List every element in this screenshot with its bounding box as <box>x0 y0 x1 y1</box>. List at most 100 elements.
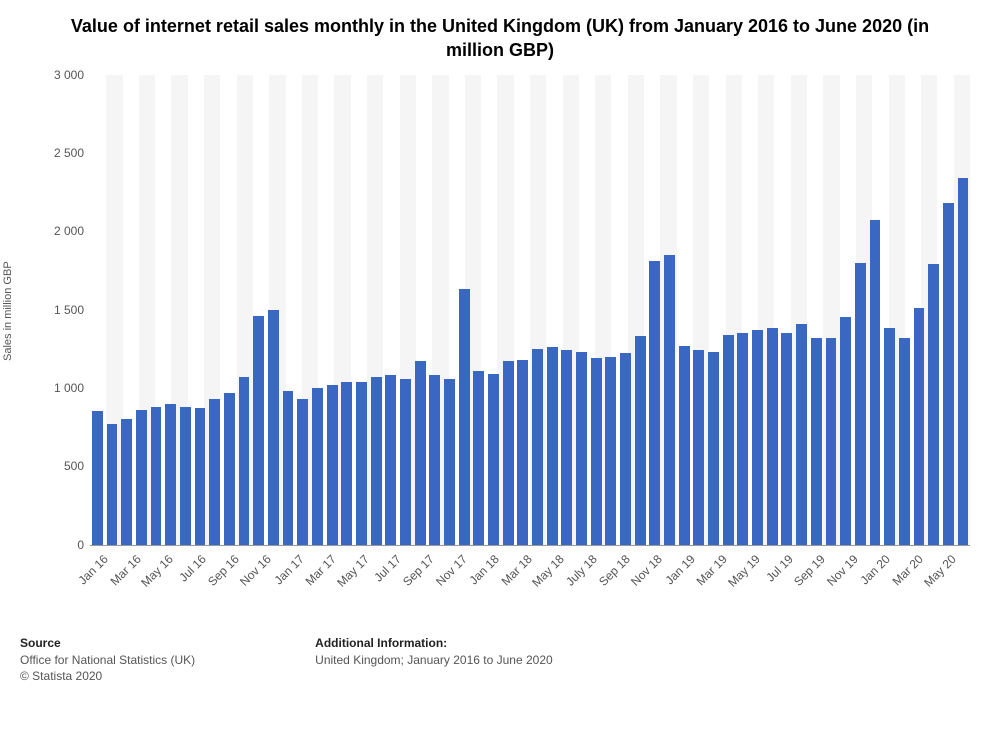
bar <box>312 388 323 545</box>
bar-slot <box>765 75 780 545</box>
bar <box>781 333 792 545</box>
x-tick-label: Sep 18 <box>596 552 633 589</box>
bar <box>855 263 866 545</box>
bar <box>664 255 675 545</box>
bar-slot <box>486 75 501 545</box>
bar <box>547 347 558 544</box>
bar <box>914 308 925 545</box>
x-tick-label: Jan 20 <box>858 552 893 587</box>
x-tick-label: Mar 18 <box>498 552 534 588</box>
bar <box>121 419 132 544</box>
bar <box>224 393 235 545</box>
x-tick-label: Jan 19 <box>662 552 697 587</box>
bar-slot <box>266 75 281 545</box>
bar <box>459 289 470 544</box>
x-tick-label: Nov 19 <box>824 552 861 589</box>
bar <box>811 338 822 545</box>
bar <box>752 330 763 545</box>
bar <box>605 357 616 545</box>
bar-slot <box>633 75 648 545</box>
bar-slot <box>941 75 956 545</box>
bar-slot <box>750 75 765 545</box>
bar <box>136 410 147 545</box>
x-tick-label: Mar 20 <box>890 552 926 588</box>
bar <box>385 375 396 544</box>
bar-slot <box>501 75 516 545</box>
bar-slot <box>589 75 604 545</box>
bar-slot <box>648 75 663 545</box>
footer-additional: Additional Information: United Kingdom; … <box>315 636 553 685</box>
bar <box>297 399 308 545</box>
y-tick-label: 1 000 <box>40 381 84 395</box>
bar-slot <box>618 75 633 545</box>
bar-slot <box>882 75 897 545</box>
bar-slot <box>105 75 120 545</box>
bar-slot <box>281 75 296 545</box>
bar-slot <box>560 75 575 545</box>
bar <box>796 324 807 545</box>
bar <box>371 377 382 545</box>
bar-slot <box>295 75 310 545</box>
source-line: Office for National Statistics (UK) <box>20 653 195 667</box>
chart-title: Value of internet retail sales monthly i… <box>0 0 1000 63</box>
bar <box>253 316 264 545</box>
bar <box>92 411 103 544</box>
bar <box>107 424 118 545</box>
bar-slot <box>809 75 824 545</box>
bar-slot <box>237 75 252 545</box>
y-tick-label: 0 <box>40 538 84 552</box>
bar-slot <box>912 75 927 545</box>
bar <box>737 333 748 545</box>
bar-slot <box>545 75 560 545</box>
bar <box>180 407 191 545</box>
bar <box>488 374 499 545</box>
x-tick-label: May 20 <box>921 552 959 590</box>
bar <box>708 352 719 545</box>
bar <box>415 361 426 544</box>
y-axis-label: Sales in million GBP <box>2 261 14 361</box>
bar-slot <box>794 75 809 545</box>
bar-slot <box>163 75 178 545</box>
x-tick-label: May 16 <box>138 552 176 590</box>
bar-slot <box>515 75 530 545</box>
footer-source: Source Office for National Statistics (U… <box>20 636 195 685</box>
bar <box>635 336 646 544</box>
bar <box>591 358 602 544</box>
x-tick-label: Sep 16 <box>205 552 242 589</box>
x-tick-label: Jan 18 <box>467 552 502 587</box>
bar <box>195 408 206 544</box>
bar <box>767 328 778 544</box>
bar-slot <box>90 75 105 545</box>
x-tick-label: Nov 16 <box>237 552 274 589</box>
source-header: Source <box>20 636 195 650</box>
bar-slot <box>442 75 457 545</box>
bar <box>517 360 528 545</box>
x-tick-label: Sep 19 <box>791 552 828 589</box>
x-axis-labels: Jan 16Mar 16May 16Jul 16Sep 16Nov 16Jan … <box>90 546 970 636</box>
bar-slot <box>178 75 193 545</box>
bar <box>576 352 587 545</box>
bar-slot <box>149 75 164 545</box>
bar-slot <box>662 75 677 545</box>
bar-slot <box>383 75 398 545</box>
bar-slot <box>706 75 721 545</box>
bar <box>400 379 411 545</box>
bar <box>165 404 176 545</box>
bar <box>209 399 220 545</box>
bar <box>327 385 338 545</box>
additional-header: Additional Information: <box>315 636 553 650</box>
x-tick-label: May 17 <box>334 552 372 590</box>
y-tick-label: 2 500 <box>40 146 84 160</box>
bar <box>268 310 279 545</box>
y-tick-label: 500 <box>40 459 84 473</box>
bar <box>561 350 572 544</box>
bar-slot <box>956 75 971 545</box>
bar <box>503 361 514 544</box>
bar-slot <box>310 75 325 545</box>
x-tick-label: Jul 16 <box>176 552 209 585</box>
x-tick-label: Jan 16 <box>76 552 111 587</box>
x-tick-label: Nov 17 <box>433 552 470 589</box>
x-tick-label: Mar 16 <box>107 552 143 588</box>
bar-slot <box>134 75 149 545</box>
bar-slot <box>457 75 472 545</box>
